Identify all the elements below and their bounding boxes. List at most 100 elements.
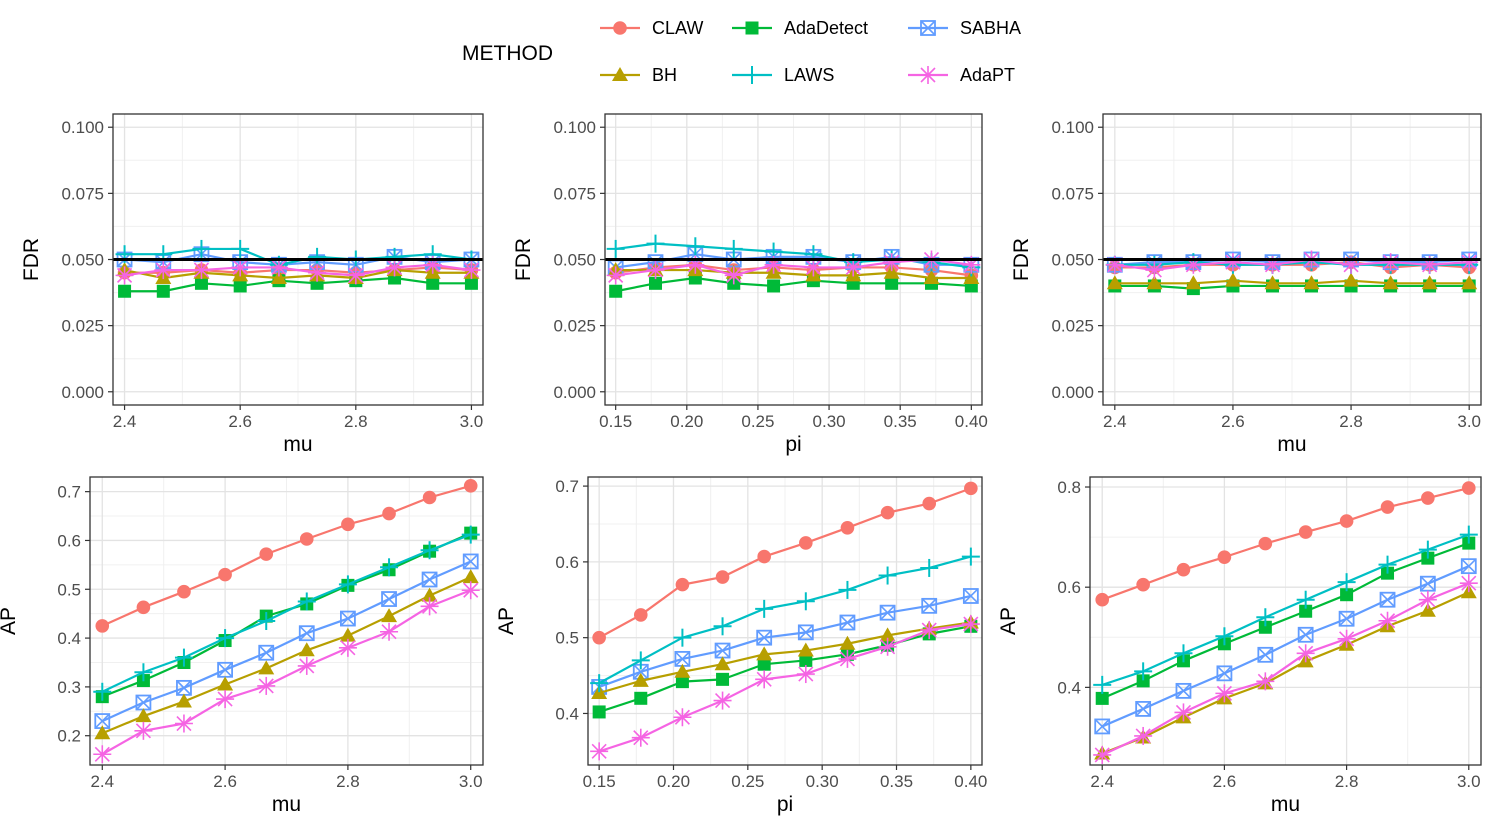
data-point-adapt [646,261,665,280]
data-point-laws [838,580,857,599]
data-point-laws [134,663,153,682]
x-tick-label: 2.8 [1339,412,1363,431]
x-tick-label: 2.8 [1335,772,1359,791]
series-adadetect [1095,536,1476,705]
x-tick-label: 3.0 [1457,412,1481,431]
data-point-laws [420,541,439,560]
data-point-adadetect [675,675,689,689]
data-point-adapt [1418,590,1437,609]
x-tick-label: 2.8 [344,412,368,431]
x-tick-label: 2.4 [90,772,114,791]
axes: 2.4 2.6 2.8 3.0 0.2 0.3 0.4 0.5 0.6 0.7 mu AP [0,483,483,816]
data-point-adapt [462,261,481,280]
y-tick-label: 0.000 [553,383,596,402]
y-tick-label: 0.075 [1051,184,1094,203]
data-point-bh [1146,275,1163,290]
series-line-adapt [124,263,472,277]
series-line-adadetect [615,276,972,293]
data-point-adadetect [1340,588,1354,602]
y-tick-label: 0.6 [555,553,579,572]
data-point-bh [1382,275,1399,290]
legend-label: AdaDetect [784,18,868,38]
data-point-adadetect [194,276,208,290]
data-point-adadetect [767,279,781,293]
panel-border [587,476,983,766]
series-line-adapt [598,622,972,753]
data-point-adapt [755,670,774,689]
data-point-laws [1256,608,1275,627]
data-point-bh [1343,272,1360,287]
data-point-adapt [231,258,250,277]
data-point-adapt [308,263,327,282]
data-point-adadetect [156,284,170,298]
data-point-claw [1298,525,1313,539]
data-point-claw [95,619,110,633]
y-axis-title: FDR [20,238,43,281]
panel-bottom-right: 2.4 2.6 2.8 3.0 0.4 0.6 0.8 mu AP [997,476,1482,816]
x-tick-label: 2.4 [113,412,137,431]
data-point-laws [1093,675,1112,694]
x-tick-label: 0.20 [670,412,703,431]
series-line-claw [1114,261,1470,269]
data-point-laws [338,575,357,594]
data-point-adapt [1145,261,1164,280]
data-point-sabha [1338,610,1355,627]
data-point-claw [1258,536,1273,551]
data-point-laws [297,592,316,611]
series-line-claw [101,484,472,627]
data-point-adapt [269,258,288,277]
series-group [1093,481,1478,764]
x-axis-title: pi [785,433,801,456]
data-point-bh [298,642,315,657]
x-axis-title: mu [272,793,301,816]
y-tick-label: 0.4 [57,629,81,648]
data-point-bh [1421,275,1438,290]
y-tick-label: 0.000 [61,383,104,402]
legend-label: LAWS [784,65,834,85]
data-point-adapt [713,691,732,710]
series-line-bh [1101,591,1470,755]
data-point-laws [1174,644,1193,663]
data-point-adapt [1296,644,1315,663]
y-tick-label: 0.4 [555,704,579,723]
data-point-claw [422,490,437,505]
y-tick-label: 0.000 [1051,383,1094,402]
data-point-bh [963,270,980,285]
data-point-bh [1224,272,1241,287]
data-point-adapt [796,665,815,684]
legend-label: CLAW [652,18,703,38]
x-tick-label: 3.0 [460,412,484,431]
data-point-laws [686,237,705,256]
data-point-adapt [257,676,276,695]
data-point-claw [259,547,274,561]
x-tick-label: 0.25 [731,772,764,791]
data-point-adadetect [118,284,132,298]
legend-item-adadetect: AdaDetect [732,18,868,38]
x-tick-label: 3.0 [1457,772,1481,791]
series-line-sabha [598,594,972,688]
data-point-bh [175,693,192,708]
data-point-bh [839,635,856,650]
data-point-adadetect [1136,674,1150,688]
data-point-adadetect [233,279,247,293]
legend-key-marker [612,67,628,81]
data-point-sabha [839,614,856,631]
data-point-bh [462,569,479,584]
series-line-bh [598,621,972,695]
data-point-laws [631,651,650,670]
data-point-adapt [1093,745,1112,764]
data-point-sabha [1135,701,1152,717]
data-point-claw [218,567,232,582]
y-tick-label: 0.100 [61,118,104,137]
series-claw [592,481,978,645]
x-axis-title: mu [1277,433,1306,456]
data-point-adapt [380,622,399,641]
legend-key-marker [613,21,627,35]
series-group [590,481,980,761]
data-point-claw [463,478,478,493]
data-point-adapt [420,597,439,616]
data-point-claw [840,520,855,535]
data-point-sabha [258,644,275,661]
series-line-claw [615,263,972,277]
